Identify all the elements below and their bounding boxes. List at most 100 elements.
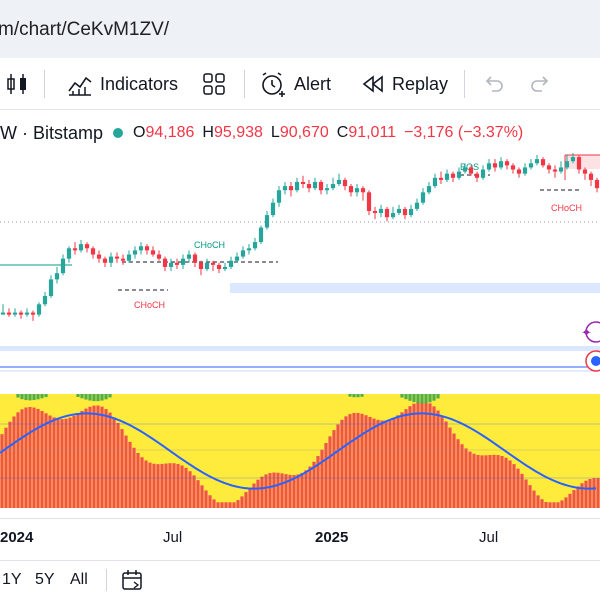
oscillator-red-bar: [420, 401, 424, 508]
choch-label: CHoCH: [134, 300, 165, 310]
candle-body: [120, 258, 126, 261]
oscillator-yellow-bar: [228, 394, 233, 508]
oscillator-red-bar: [576, 486, 580, 508]
candle-body: [18, 312, 24, 315]
candle-body: [246, 248, 252, 251]
oscillator-yellow-bar: [312, 394, 317, 508]
oscillator-red-bar: [336, 424, 340, 508]
candle-body: [474, 173, 480, 178]
oscillator-green-bar: [40, 394, 44, 399]
candle-body: [396, 208, 402, 214]
oscillator-red-bar: [144, 460, 148, 508]
interval-exchange[interactable]: W · Bitstamp: [0, 122, 104, 143]
oscillator-yellow-bar: [308, 394, 313, 508]
oscillator-red-bar: [224, 502, 228, 508]
alert-button[interactable]: Alert: [258, 58, 331, 110]
oscillator-red-bar: [128, 441, 132, 508]
price-chart[interactable]: CHoCH CHoCH BOS CHoCH ✦: [0, 110, 600, 390]
oscillator-green-bar: [104, 394, 108, 400]
oscillator-pane[interactable]: [0, 394, 600, 508]
oscillator-yellow-bar: [256, 394, 261, 508]
oscillator-yellow-bar: [580, 394, 585, 508]
oscillator-yellow-bar: [144, 394, 149, 508]
oscillator-red-bar: [596, 478, 600, 508]
oscillator-red-bar: [92, 405, 96, 508]
replay-button[interactable]: Replay: [360, 58, 448, 110]
layout-grid-icon: [203, 73, 225, 95]
toolbar-separator: [44, 70, 45, 98]
candle-body: [426, 186, 432, 193]
url-text[interactable]: m/chart/CeKvM1ZV/: [0, 19, 170, 40]
candle-body: [486, 163, 492, 170]
oscillator-red-bar: [260, 476, 264, 508]
candles-layer: [0, 152, 600, 321]
candle-body: [42, 295, 48, 305]
redo-button[interactable]: [528, 58, 554, 110]
oscillator-yellow-bar: [264, 394, 269, 508]
oscillator-red-bar: [328, 436, 332, 508]
oscillator-yellow-bar: [568, 394, 573, 508]
oscillator-yellow-bar: [472, 394, 477, 508]
oscillator-red-bar: [312, 461, 316, 508]
choch-label: CHoCH: [551, 203, 582, 213]
oscillator-red-bar: [380, 420, 384, 508]
oscillator-yellow-bar: [476, 394, 481, 508]
oscillator-yellow-bar: [528, 394, 533, 508]
oscillator-red-bar: [468, 451, 472, 508]
oscillator-red-bar: [404, 409, 408, 508]
oscillator-red-bar: [364, 415, 368, 508]
oscillator-red-bar: [544, 502, 548, 508]
time-axis[interactable]: 2024 Jul 2025 Jul: [0, 518, 600, 554]
oscillator-red-bar: [392, 417, 396, 508]
oscillator-yellow-bar: [288, 394, 293, 508]
candle-body: [372, 210, 378, 214]
layouts-button[interactable]: [200, 58, 228, 110]
candle-body: [552, 169, 558, 172]
oscillator-green-bar: [436, 394, 440, 399]
oscillator-red-bar: [516, 468, 520, 508]
candlestick-icon: [7, 74, 26, 94]
oscillator-red-bar: [268, 473, 272, 508]
oscillator-red-bar: [244, 492, 248, 508]
range-all-button[interactable]: All: [70, 571, 88, 588]
oscillator-yellow-bar: [468, 394, 473, 508]
sparkle-badge[interactable]: ✦: [581, 321, 600, 343]
oscillator-yellow-bar: [160, 394, 165, 508]
high-label: H: [202, 124, 214, 141]
oscillator-red-bar: [284, 474, 288, 508]
browser-address-bar[interactable]: m/chart/CeKvM1ZV/: [0, 0, 600, 58]
oscillator-yellow-bar: [588, 394, 593, 508]
oscillator-red-bar: [528, 485, 532, 508]
candle-body: [204, 262, 210, 270]
candle-body: [12, 312, 18, 315]
oscillator-red-bar: [332, 430, 336, 508]
oscillator-red-bar: [292, 474, 296, 508]
candle-body: [180, 258, 186, 265]
oscillator-yellow-bar: [316, 394, 321, 508]
indicators-button[interactable]: Indicators: [66, 58, 178, 110]
undo-button[interactable]: [480, 58, 506, 110]
range-5y-button[interactable]: 5Y: [35, 571, 55, 588]
oscillator-yellow-bar: [592, 394, 597, 508]
candle-body: [582, 169, 588, 174]
candle-body: [342, 179, 348, 187]
candle-body: [402, 208, 408, 216]
oscillator-green-bar: [400, 394, 404, 398]
oscillator-red-bar: [264, 474, 268, 508]
range-1y-button[interactable]: 1Y: [2, 571, 22, 588]
candles-style-button[interactable]: [4, 58, 32, 110]
candle-body: [366, 192, 372, 211]
go-to-date-icon[interactable]: [120, 567, 146, 593]
oscillator-red-bar: [360, 413, 364, 508]
oscillator-green-bar: [24, 394, 28, 401]
oscillator-red-bar: [124, 435, 128, 508]
alarm-clock-icon: [262, 72, 285, 97]
oscillator-red-bar: [352, 412, 356, 508]
candle-body: [144, 246, 150, 251]
candle-body: [228, 260, 234, 267]
oscillator-yellow-bar: [532, 394, 537, 508]
calendar-events-badge[interactable]: [585, 350, 600, 372]
oscillator-red-bar: [400, 412, 404, 508]
candle-body: [546, 165, 552, 170]
oscillator-red-bar: [44, 413, 48, 508]
